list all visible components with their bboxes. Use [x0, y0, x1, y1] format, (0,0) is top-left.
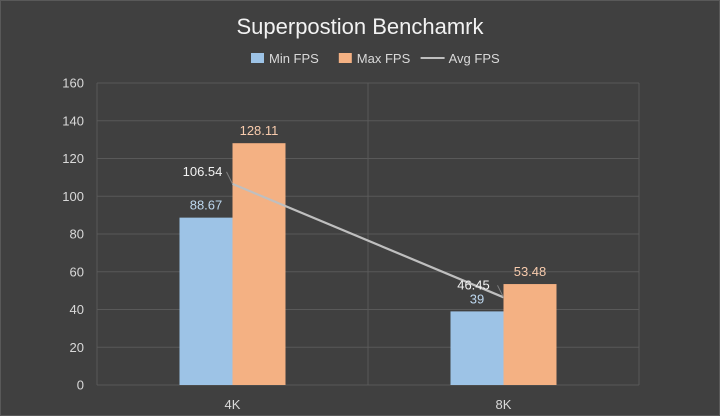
bar-max-fps [503, 284, 557, 385]
y-tick-label: 20 [70, 340, 84, 355]
data-labels: 88.67 39 128.11 53.48 106.54 46.45 [183, 123, 547, 306]
legend-swatch [251, 53, 264, 63]
y-tick-label: 80 [70, 227, 84, 242]
grid [96, 82, 640, 386]
legend-swatch [338, 53, 352, 63]
legend-label: Max FPS [357, 51, 411, 66]
y-tick-label: 60 [70, 264, 84, 279]
bar-max-fps [232, 143, 286, 385]
y-tick-label: 0 [77, 378, 84, 393]
data-label: 88.67 [190, 198, 223, 213]
legend: Min FPS Max FPS Avg FPS [251, 51, 500, 66]
y-tick-label: 40 [70, 302, 84, 317]
bars [179, 143, 557, 385]
data-label: 46.45 [457, 277, 490, 292]
legend-label: Avg FPS [449, 51, 500, 66]
y-tick-label: 140 [62, 113, 84, 128]
avg-leader-line [497, 285, 504, 298]
x-axis: 4K 8K [225, 397, 512, 412]
data-label: 39 [470, 291, 484, 306]
y-tick-label: 120 [62, 151, 84, 166]
chart-title: Superpostion Benchamrk [236, 14, 484, 39]
data-label: 128.11 [240, 123, 279, 138]
x-tick-label: 4K [225, 397, 241, 412]
y-axis: 0 20 40 60 80 100 120 140 160 [62, 76, 84, 393]
legend-label: Min FPS [269, 51, 319, 66]
bar-min-fps [179, 217, 233, 385]
data-label: 106.54 [183, 164, 223, 179]
data-label: 53.48 [514, 264, 547, 279]
y-tick-label: 100 [62, 189, 84, 204]
x-tick-label: 8K [496, 397, 512, 412]
avg-line [232, 182, 504, 299]
avg-leader-line [226, 171, 233, 185]
bar-min-fps [450, 311, 504, 385]
y-tick-label: 160 [62, 76, 84, 91]
avg-line-series [226, 171, 504, 299]
